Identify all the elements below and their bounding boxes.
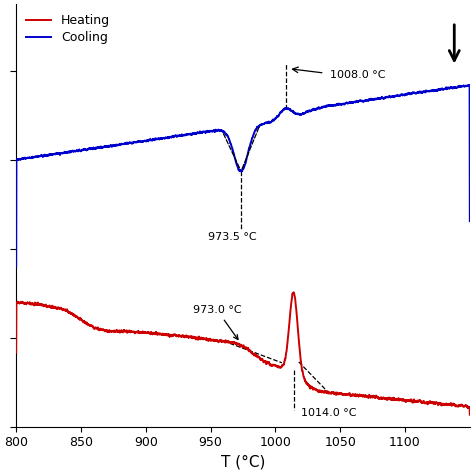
Legend: Heating, Cooling: Heating, Cooling bbox=[22, 10, 114, 48]
X-axis label: T (°C): T (°C) bbox=[221, 455, 265, 470]
Text: 1014.0 °C: 1014.0 °C bbox=[301, 409, 357, 419]
Text: 973.5 °C: 973.5 °C bbox=[208, 232, 257, 242]
Text: 1008.0 °C: 1008.0 °C bbox=[330, 70, 385, 80]
Text: 973.0 °C: 973.0 °C bbox=[193, 305, 241, 339]
